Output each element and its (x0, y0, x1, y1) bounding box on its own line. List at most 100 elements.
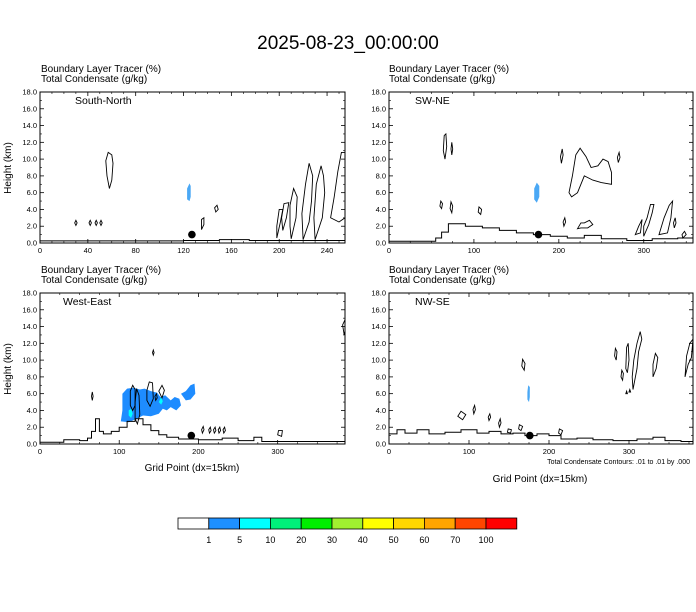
colorbar-swatch (485, 517, 518, 530)
condensate-contour (301, 163, 314, 240)
x-tick-label: 160 (225, 246, 238, 255)
condensate-contour (152, 348, 155, 357)
tracer-region (128, 408, 133, 418)
panel-label: West-East (63, 296, 111, 308)
y-tick-label: 10.0 (22, 356, 37, 365)
panel-sw-ne: Boundary Layer Tracer (%) Total Condensa… (371, 64, 694, 255)
condensate-contour (634, 219, 643, 236)
condensate-contour (616, 150, 621, 163)
colorbar-swatch (454, 517, 487, 530)
condensate-contour (628, 388, 632, 393)
y-tick-label: 18.0 (22, 88, 37, 97)
tracer-region (158, 397, 163, 405)
tracer-region (181, 383, 196, 401)
y-tick-label: 4.0 (376, 406, 386, 415)
y-tick-label: 2.0 (376, 222, 386, 231)
location-marker (187, 431, 196, 440)
condensate-contour (158, 384, 165, 400)
condensate-contour (625, 389, 629, 395)
y-tick-label: 0.0 (27, 239, 37, 248)
terrain-line (40, 239, 345, 242)
condensate-contour (498, 417, 502, 429)
panel-header-line2: Total Condensate (g/kg) (389, 275, 495, 286)
y-tick-label: 4.0 (27, 205, 37, 214)
y-tick-label: 14.0 (22, 121, 37, 130)
condensate-contour (620, 368, 624, 382)
x-tick-label: 80 (132, 246, 140, 255)
panel-label: NW-SE (415, 296, 450, 308)
x-tick-label: 100 (463, 447, 476, 456)
condensate-contour (562, 216, 567, 228)
colorbar-label: 1 (206, 535, 211, 545)
x-tick-label: 0 (387, 447, 391, 456)
condensate-contour (442, 132, 448, 160)
plot-content (40, 319, 345, 443)
panel-header-line1: Boundary Layer Tracer (%) (41, 64, 161, 75)
y-tick-label: 18.0 (371, 88, 386, 97)
x-tick-label: 200 (543, 447, 556, 456)
colorbar-swatch (269, 517, 302, 530)
colorbar-swatch (362, 517, 394, 530)
plot-content (389, 132, 693, 242)
colorbar-swatch (331, 517, 364, 530)
colorbar-label: 60 (419, 535, 429, 545)
condensate-contour (614, 346, 618, 361)
x-tick-label: 0 (38, 246, 42, 255)
plot-frame (39, 292, 346, 445)
y-tick-label: 10.0 (22, 155, 37, 164)
condensate-contour (477, 205, 483, 216)
condensate-contour (673, 217, 677, 229)
plot-frame (388, 91, 694, 244)
panel-label: South-North (75, 95, 132, 107)
condensate-contour (201, 425, 205, 435)
y-tick-label: 12.0 (22, 339, 37, 348)
condensate-contour (88, 219, 92, 227)
y-tick-label: 12.0 (22, 138, 37, 147)
x-axis-label: Grid Point (dx=15km) (145, 463, 240, 474)
panel-header-line1: Boundary Layer Tracer (%) (41, 265, 161, 276)
condensate-contour (214, 204, 219, 213)
panel-south-north: Boundary Layer Tracer (%) Total Condensa… (3, 64, 346, 255)
plot-content (389, 331, 693, 442)
condensate-contour (652, 352, 659, 378)
y-tick-label: 16.0 (371, 305, 386, 314)
y-tick-label: 2.0 (376, 423, 386, 432)
x-tick-label: 200 (273, 246, 286, 255)
colorbar-label: 50 (389, 535, 399, 545)
condensate-contour (506, 428, 512, 434)
y-tick-label: 6.0 (27, 389, 37, 398)
plot-frame (39, 91, 346, 244)
tracer-region (187, 183, 191, 202)
condensate-contour (472, 403, 476, 416)
condensate-contour (91, 391, 94, 401)
plot-area: 0.0 2.0 4.0 6.0 8.0 10.0 12.0 14.0 16.0 18.0 0 100 2… (371, 88, 694, 255)
colorbar-swatch (177, 517, 210, 530)
condensate-contour (201, 216, 205, 230)
condensate-contour (129, 384, 136, 412)
x-axis-label: Grid Point (dx=15km) (493, 474, 588, 485)
panel-header-line2: Total Condensate (g/kg) (389, 74, 495, 85)
condensate-contour (625, 343, 630, 373)
y-tick-label: 18.0 (371, 289, 386, 298)
y-axis-label: Height (km) (3, 343, 14, 395)
condensate-contour (658, 199, 674, 236)
contour-note: Total Condensate Contours: .01 to .01 by… (547, 459, 690, 466)
colorbar-swatch (239, 517, 271, 530)
y-tick-label: 16.0 (22, 104, 37, 113)
condensate-contour (289, 187, 298, 239)
condensate-contour (208, 426, 212, 435)
colorbar-label: 40 (358, 535, 368, 545)
colorbar-label: 20 (296, 535, 306, 545)
y-axis-label: Height (km) (3, 142, 14, 194)
y-tick-label: 18.0 (22, 289, 37, 298)
condensate-contour (576, 219, 594, 230)
colorbar-label: 100 (478, 535, 493, 545)
condensate-contour (521, 357, 526, 372)
condensate-contour (330, 151, 345, 223)
colorbar-swatch (300, 517, 333, 530)
y-tick-label: 8.0 (27, 171, 37, 180)
x-tick-label: 300 (271, 447, 284, 456)
condensate-contour (276, 208, 284, 239)
x-tick-label: 100 (468, 246, 481, 255)
x-tick-label: 200 (553, 246, 566, 255)
